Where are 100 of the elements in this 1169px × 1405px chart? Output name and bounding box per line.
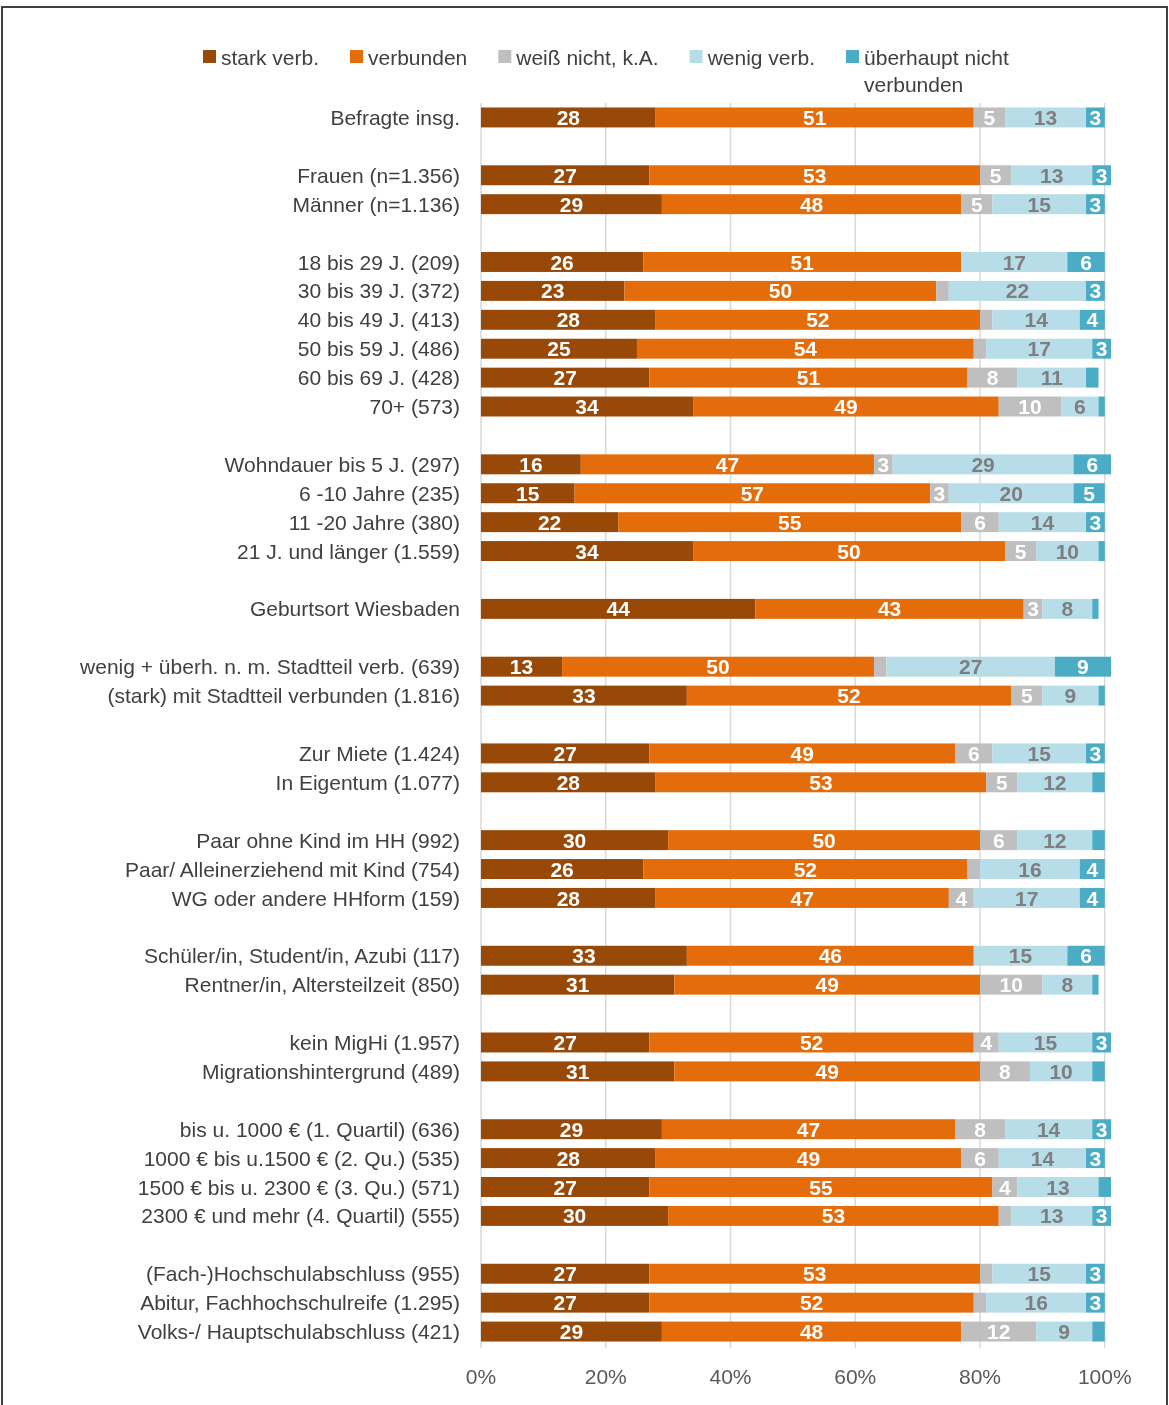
data-label: 30 [562, 1204, 587, 1228]
data-label: 15 [1027, 1262, 1052, 1286]
y-tick-label: Volks-/ Hauptschulabschluss (421) [137, 1320, 460, 1344]
y-tick-label: Geburtsort Wiesbaden [249, 597, 460, 621]
bar [1092, 772, 1105, 793]
data-label: 28 [556, 886, 581, 910]
legend-label: überhaupt nicht verbunden [864, 45, 1009, 96]
bar [686, 685, 1012, 706]
bar [674, 974, 981, 995]
bar [481, 743, 650, 764]
data-label: 52 [793, 857, 818, 881]
bar [1092, 598, 1099, 619]
data-label: 54 [793, 337, 818, 361]
bar [1092, 1321, 1105, 1342]
data-label: 3 [1095, 1204, 1108, 1228]
data-label: 13 [1040, 1204, 1064, 1228]
data-label: 28 [556, 308, 581, 332]
data-label: 11 [1040, 366, 1064, 390]
data-label: 3 [1089, 192, 1102, 216]
bar [755, 598, 1024, 619]
data-label: 29 [971, 452, 995, 476]
data-label: 14 [1024, 308, 1049, 332]
data-label: 5 [1014, 539, 1027, 563]
bar [986, 338, 1093, 359]
bar [668, 1205, 999, 1226]
data-label: 20 [999, 481, 1023, 505]
data-label: 9 [1064, 684, 1077, 708]
data-label: 28 [556, 106, 581, 130]
bar [624, 280, 937, 301]
data-label: 10 [999, 973, 1023, 997]
bar [693, 541, 1005, 562]
data-label: 13 [509, 655, 534, 679]
data-label: 47 [790, 886, 814, 910]
bar [649, 1292, 974, 1313]
data-label: 17 [1002, 250, 1026, 274]
data-label: 52 [837, 684, 861, 708]
data-label: 46 [818, 944, 842, 968]
bar [649, 1177, 993, 1197]
data-label: 4 [980, 1031, 993, 1055]
bar [661, 194, 962, 215]
bar [674, 1061, 981, 1082]
y-tick-label: bis u. 1000 € (1. Quartil) (636) [179, 1117, 460, 1141]
y-tick-label: Migrationshintergrund (489) [202, 1059, 460, 1083]
bar [992, 309, 1080, 330]
data-label: 49 [815, 1059, 839, 1083]
bar [636, 338, 974, 359]
bar [1092, 830, 1105, 851]
data-label: 15 [1027, 741, 1052, 765]
bar [655, 887, 949, 908]
legend-label: stark verb. [221, 45, 320, 69]
data-label: 52 [799, 1031, 824, 1055]
bar [655, 107, 974, 128]
y-tick-label: 1500 € bis u. 2300 € (3. Qu.) (571) [137, 1175, 460, 1199]
data-label: 6 [992, 828, 1005, 852]
bar [967, 859, 981, 880]
data-label: 53 [809, 770, 833, 794]
y-tick-label: 2300 € und mehr (4. Quartil) (555) [141, 1204, 460, 1228]
data-label: 16 [1024, 1291, 1048, 1315]
data-label: 4 [1086, 886, 1099, 910]
data-label: 47 [715, 452, 740, 476]
data-label: 27 [553, 1291, 577, 1315]
data-label: 15 [1027, 192, 1052, 216]
data-label: 4 [1086, 857, 1099, 881]
data-label: 6 [1080, 250, 1092, 274]
bar [998, 1205, 1012, 1226]
bar [481, 1119, 662, 1140]
data-label: 52 [806, 308, 830, 332]
y-tick-label: In Eigentum (1.077) [275, 770, 460, 794]
bar [481, 396, 694, 417]
x-tick-label: 20% [584, 1365, 627, 1388]
bar [481, 194, 662, 215]
bar [481, 685, 687, 706]
data-label: 5 [989, 163, 1002, 187]
data-label: 33 [572, 684, 596, 708]
data-label: 27 [553, 1262, 577, 1286]
data-label: 27 [553, 1175, 577, 1199]
bar [992, 194, 1087, 215]
data-label: 28 [556, 1146, 581, 1170]
x-tick-label: 40% [709, 1365, 752, 1388]
bar [992, 743, 1087, 764]
data-label: 33 [572, 944, 596, 968]
legend-label: weiß nicht, k.A. [515, 45, 659, 69]
y-tick-label: Rentner/in, Altersteilzeit (850) [184, 973, 460, 997]
data-label: 13 [1040, 163, 1064, 187]
bar [1086, 367, 1099, 388]
bar [655, 309, 981, 330]
bar [655, 772, 987, 793]
data-label: 51 [790, 250, 815, 274]
data-label: 3 [1089, 510, 1102, 534]
data-label: 15 [516, 481, 540, 505]
data-label: 55 [809, 1175, 833, 1199]
data-label: 43 [877, 597, 902, 621]
bar [986, 1292, 1087, 1313]
bar [686, 945, 974, 966]
data-label: 55 [778, 510, 802, 534]
data-label: 8 [1061, 973, 1074, 997]
data-label: 10 [1055, 539, 1080, 563]
bar [1042, 685, 1099, 706]
data-label: 6 [974, 510, 986, 534]
bar [562, 656, 874, 677]
